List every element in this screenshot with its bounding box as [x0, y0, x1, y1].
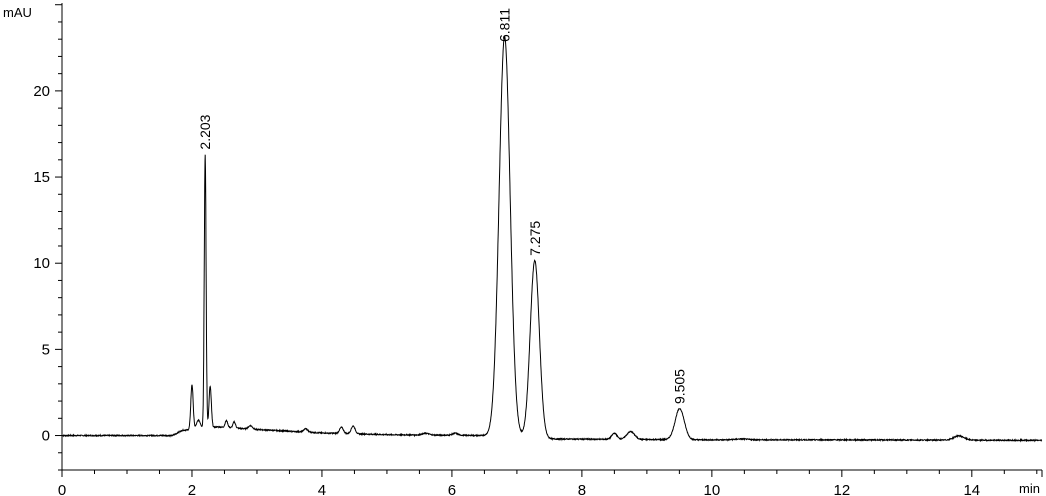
x-tick-label: 14: [963, 482, 980, 496]
peak-label: 2.203: [197, 114, 213, 149]
x-tick-label: 2: [188, 482, 196, 496]
y-tick-label: 10: [33, 255, 50, 272]
chromatogram-trace: [61, 35, 1043, 443]
y-tick-label: 5: [42, 341, 50, 358]
x-tick-label: 6: [448, 482, 456, 496]
x-tick-label: 8: [578, 482, 586, 496]
x-tick-label: 0: [58, 482, 66, 496]
x-axis-label: min: [1019, 481, 1040, 496]
peak-label: 6.811: [497, 8, 513, 42]
y-tick-label: 0: [42, 428, 50, 445]
y-axis-label: mAU: [3, 5, 32, 20]
peak-label: 9.505: [672, 369, 688, 404]
peak-labels: 2.203 6.811 7.275 9.505: [197, 8, 688, 404]
y-tick-label: 20: [33, 83, 50, 100]
axes: 0 5 10 15 20 0 2 4 6 8 10 12 14: [33, 3, 1043, 496]
y-tick-label: 15: [33, 169, 50, 186]
x-tick-label: 12: [833, 482, 850, 496]
x-tick-label: 4: [318, 482, 326, 496]
x-tick-label: 10: [704, 482, 721, 496]
peak-label: 7.275: [527, 221, 543, 256]
